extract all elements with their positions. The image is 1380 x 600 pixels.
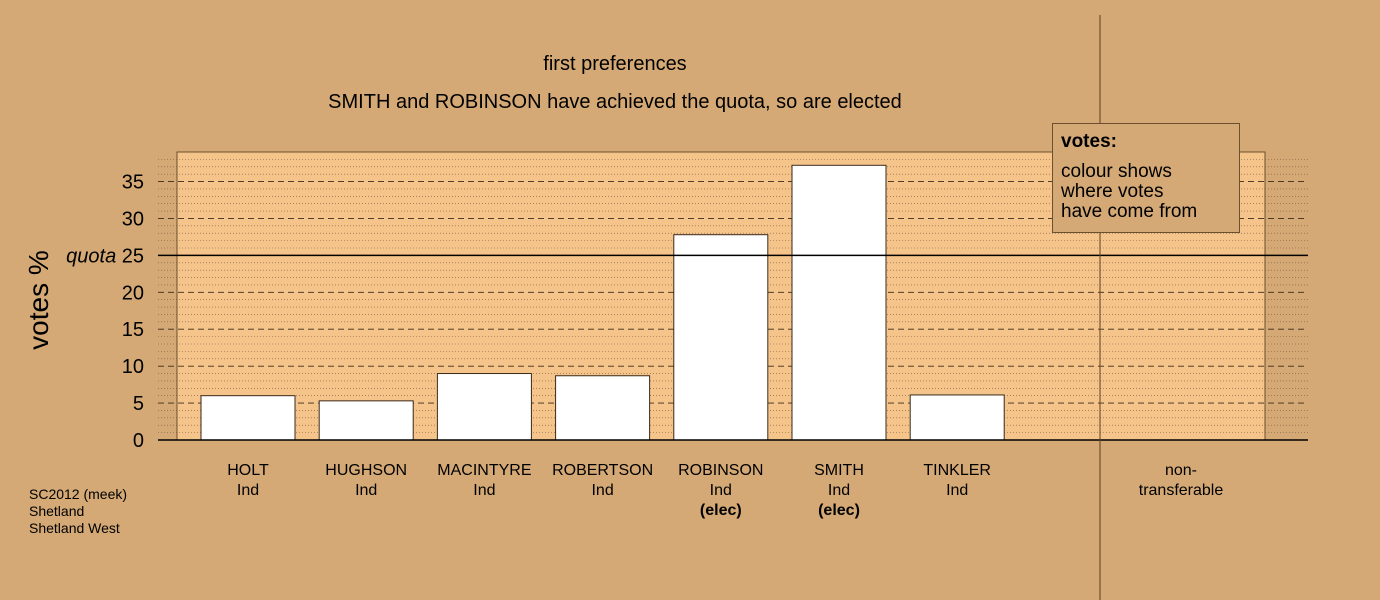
chart-subtitle: SMITH and ROBINSON have achieved the quo… <box>328 91 902 113</box>
candidate-label: HOLT Ind <box>188 461 308 501</box>
legend: votes: colour shows where votes have com… <box>1052 123 1240 233</box>
y-tick-label: 0 <box>133 430 144 452</box>
legend-line: where votes <box>1061 181 1164 202</box>
candidate-label: SMITH Ind (elec) <box>779 461 899 521</box>
bar-hughson <box>318 400 414 441</box>
y-tick-label: 15 <box>122 319 144 341</box>
candidate-name: TINKLER <box>923 462 991 479</box>
y-tick-label: 35 <box>122 172 144 194</box>
candidate-label: ROBERTSON Ind <box>543 461 663 501</box>
bar-tinkler <box>909 394 1005 441</box>
y-tick-label: 10 <box>122 356 144 378</box>
non-transferable-line: transferable <box>1138 482 1224 499</box>
bar-holt <box>200 395 296 441</box>
y-axis-label: votes % <box>23 250 54 350</box>
candidate-party: Ind <box>355 482 378 499</box>
bars <box>200 164 1005 441</box>
chart-title: first preferences <box>543 53 687 75</box>
footer-info: SC2012 (meek) Shetland Shetland West <box>29 486 127 537</box>
candidate-name: ROBERTSON <box>552 462 654 479</box>
footer-line: SC2012 (meek) <box>29 486 128 502</box>
candidate-label: TINKLER Ind <box>897 461 1017 501</box>
candidate-name: ROBINSON <box>678 462 764 479</box>
candidate-name: HUGHSON <box>325 462 408 479</box>
y-tick-labels: 0 5 10 15 20 30 35 quota 25 <box>66 172 144 452</box>
candidate-party: Ind <box>946 482 969 499</box>
footer-line: Shetland West <box>29 520 120 536</box>
y-tick-label: 5 <box>133 393 144 415</box>
candidate-status: (elec) <box>699 502 742 519</box>
candidate-status: (elec) <box>818 502 860 519</box>
candidate-name: HOLT <box>227 462 269 479</box>
bar-robinson <box>673 234 769 441</box>
legend-title: votes: <box>1061 131 1117 152</box>
candidate-name: SMITH <box>814 462 864 479</box>
footer-line: Shetland <box>29 503 85 519</box>
y-tick-label: 20 <box>122 282 144 304</box>
axes <box>158 15 1308 600</box>
candidate-party: Ind <box>709 482 732 499</box>
candidate-label: ROBINSON Ind (elec) <box>661 461 781 521</box>
bar-robertson <box>555 375 651 441</box>
candidate-party: Ind <box>591 482 614 499</box>
y-tick-label: 30 <box>122 208 144 230</box>
candidate-label: HUGHSON Ind <box>306 461 426 501</box>
candidate-party: Ind <box>236 482 260 499</box>
candidate-label: MACINTYRE Ind <box>424 461 544 501</box>
bar-macintyre <box>436 373 532 441</box>
quota-tick-label: quota 25 <box>66 245 144 267</box>
candidate-party: Ind <box>473 482 496 499</box>
non-transferable-label: non- transferable <box>1101 461 1261 501</box>
bar-smith <box>791 164 887 441</box>
legend-line: have come from <box>1061 201 1198 222</box>
candidate-party: Ind <box>827 482 851 499</box>
non-transferable-line: non- <box>1164 462 1198 479</box>
candidate-name: MACINTYRE <box>437 462 532 479</box>
legend-line: colour shows <box>1061 161 1172 182</box>
